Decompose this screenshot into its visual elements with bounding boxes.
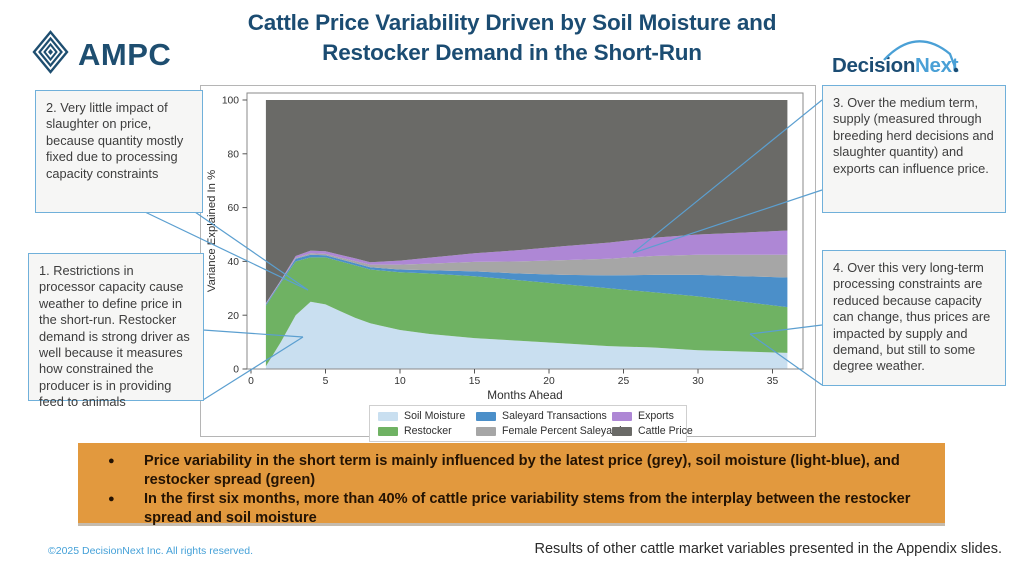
- y-tick-label: 100: [222, 96, 239, 107]
- x-tick-label: 5: [323, 376, 329, 387]
- y-tick-label: 60: [228, 203, 240, 214]
- callout-box-1: 1. Restrictions in processor capacity ca…: [28, 253, 204, 409]
- appendix-note: Results of other cattle market variables…: [534, 541, 1002, 557]
- legend-label: Soil Moisture: [404, 410, 466, 422]
- legend-label: Exports: [638, 410, 674, 422]
- legend-swatch-saleyard-transactions-icon: [476, 411, 496, 421]
- legend-item-female-percent-saleyard: Female Percent Saleyard: [476, 425, 622, 437]
- bullet-icon: ●: [108, 492, 115, 505]
- area-saleyard-transactions: [265, 254, 788, 308]
- decisionnext-logo-text: DecisionNext: [832, 54, 959, 77]
- legend-item-saleyard-transactions: Saleyard Transactions: [476, 410, 612, 422]
- x-axis-label: Months Ahead: [487, 388, 562, 402]
- callout-2-text: 2. Very little impact of slaughter on pr…: [46, 100, 184, 181]
- x-tick-label: 20: [543, 376, 555, 387]
- x-tick-label: 15: [469, 376, 481, 387]
- title-line-1: Cattle Price Variability Driven by Soil …: [247, 10, 777, 35]
- bullet-icon: ●: [108, 455, 115, 467]
- legend-label: Cattle Price: [638, 425, 693, 437]
- legend-item-restocker: Restocker: [378, 425, 476, 437]
- legend-label: Female Percent Saleyard: [502, 425, 622, 437]
- area-soil-moisture: [265, 301, 788, 369]
- x-tick-label: 10: [394, 376, 406, 387]
- copyright-text: ©2025 DecisionNext Inc. All rights reser…: [48, 545, 253, 557]
- y-tick-label: 40: [228, 257, 240, 268]
- area-restocker: [265, 257, 788, 367]
- legend-swatch-female-percent-saleyard-icon: [476, 426, 496, 436]
- stacked-area-plot: 0 5 10 15 20 25 30 35 0 20 40 60 80 100 Months Ahead Va…: [206, 92, 804, 402]
- page-title: Cattle Price Variability Driven by Soil …: [182, 8, 842, 67]
- legend-label: Restocker: [404, 425, 452, 437]
- decisionnext-logo: DecisionNext: [832, 30, 994, 80]
- callout-box-4: 4. Over this very long-term processing c…: [822, 250, 1006, 386]
- y-tick-label: 0: [233, 365, 239, 376]
- x-tick-label: 0: [248, 376, 254, 387]
- banner-bullet-1: ● Price variability in the short term is…: [108, 452, 923, 490]
- banner-bullet-1-text: Price variability in the short term is m…: [144, 453, 900, 488]
- ampc-logo: AMPC: [32, 30, 171, 79]
- banner-bullet-2: ● In the first six months, more than 40%…: [108, 490, 923, 528]
- variance-chart: 0 5 10 15 20 25 30 35 0 20 40 60 80 100 Months Ahead Va…: [200, 85, 816, 442]
- banner-bullet-2-text: In the first six months, more than 40% o…: [144, 490, 911, 526]
- y-tick-label: 80: [228, 149, 240, 160]
- callout-3-text: 3. Over the medium term, supply (measure…: [833, 95, 994, 176]
- legend-label: Saleyard Transactions: [502, 410, 607, 422]
- callout-box-2: 2. Very little impact of slaughter on pr…: [35, 90, 203, 213]
- legend-swatch-exports-icon: [612, 411, 632, 421]
- chart-legend: Soil Moisture Saleyard Transactions Export…: [369, 405, 693, 442]
- legend-swatch-soil-moisture-icon: [378, 411, 398, 421]
- legend-item-soil-moisture: Soil Moisture: [378, 410, 476, 422]
- legend-item-cattle-price: Cattle Price: [612, 425, 696, 437]
- y-tick-label: 20: [228, 311, 240, 322]
- ampc-logo-text: AMPC: [78, 36, 172, 72]
- legend-swatch-cattle-price-icon: [612, 426, 632, 436]
- callout-4-text: 4. Over this very long-term processing c…: [833, 260, 991, 374]
- title-line-2: Restocker Demand in the Short-Run: [322, 39, 702, 65]
- x-tick-label: 25: [618, 376, 630, 387]
- x-tick-label: 35: [767, 376, 779, 387]
- area-female-percent-saleyard: [265, 253, 788, 305]
- legend-swatch-restocker-icon: [378, 426, 398, 436]
- decisionnext-arc-icon: [883, 40, 959, 73]
- summary-banner: ● Price variability in the short term is…: [78, 443, 945, 526]
- callout-1-text: 1. Restrictions in processor capacity ca…: [39, 263, 190, 409]
- callout-box-3: 3. Over the medium term, supply (measure…: [822, 85, 1006, 213]
- y-axis-label: Variance Explained In %: [206, 170, 218, 292]
- legend-item-exports: Exports: [612, 410, 696, 422]
- ampc-diamond-icon: [32, 30, 69, 79]
- x-tick-label: 30: [692, 376, 704, 387]
